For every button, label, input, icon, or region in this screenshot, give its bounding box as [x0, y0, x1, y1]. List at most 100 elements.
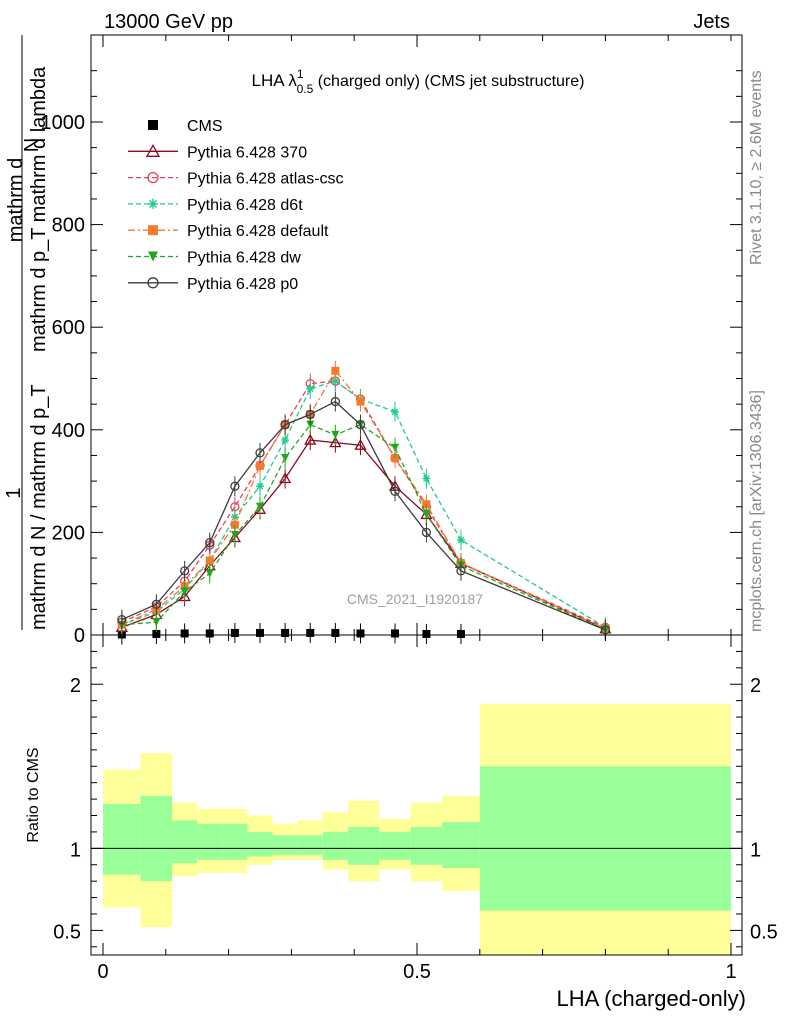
data-point: [600, 625, 611, 635]
y-label-line-2: N: [21, 138, 43, 152]
legend-label: CMS: [187, 118, 223, 135]
ratio-bands: [103, 703, 731, 955]
data-point: [305, 409, 315, 420]
data-point: [281, 436, 290, 445]
data-point: [329, 436, 342, 448]
x-tick-label: 0.5: [403, 961, 431, 983]
data-point: [256, 482, 264, 491]
plot-title: LHA λ1 0.5 (charged only) (CMS jet substr…: [252, 67, 585, 96]
data-point: [422, 474, 431, 483]
stat-uncertainty-band: [322, 831, 348, 860]
data-point: [152, 618, 161, 627]
data-point: [422, 500, 431, 509]
data-point: [422, 510, 431, 519]
data-point: [152, 629, 161, 638]
ratio-y-tick-label-left: 2: [70, 675, 81, 697]
stat-uncertainty-band: [247, 831, 273, 857]
plot-title-sub: 0.5: [297, 82, 314, 96]
legend-marker: [148, 225, 158, 236]
series-line: [121, 380, 606, 628]
data-point: [330, 396, 341, 407]
legend-label: Pythia 6.428 atlas-csc: [187, 171, 344, 188]
legend-label: Pythia 6.428 370: [187, 144, 307, 161]
plot-title-post: (charged only) (CMS jet substructure): [313, 73, 584, 90]
main-y-tick-label: 600: [52, 317, 85, 339]
series-line: [121, 369, 606, 630]
data-point: [205, 556, 214, 565]
stat-uncertainty-band: [272, 835, 298, 855]
data-point: [391, 629, 400, 638]
legend-label: Pythia 6.428 default: [187, 223, 329, 240]
data-point: [391, 443, 400, 452]
data-point: [230, 530, 239, 539]
legend-marker: [148, 120, 158, 130]
data-point: [456, 536, 465, 545]
legend-marker: [148, 251, 158, 262]
data-point: [391, 407, 400, 416]
header-right: Jets: [693, 11, 730, 33]
data-point: [456, 629, 465, 638]
main-y-tick-label: 400: [52, 420, 85, 442]
data-point: [304, 433, 317, 445]
side-label-rivet: Rivet 3.1.10, ≥ 2.6M events: [748, 70, 765, 265]
legend-item: Pythia 6.428 dw: [128, 250, 301, 267]
legend-marker: [145, 143, 161, 157]
stat-uncertainty-band: [197, 823, 223, 860]
stat-uncertainty-band: [442, 822, 480, 869]
stat-uncertainty-band: [410, 827, 443, 865]
stat-uncertainty-band: [140, 795, 173, 882]
data-point: [422, 629, 431, 638]
side-label-mcplots: mcplots.cern.ch [arXiv:1306.3436]: [748, 390, 765, 632]
plot-title-sup: 1: [297, 67, 304, 81]
data-point: [280, 420, 290, 430]
data-point: [180, 629, 189, 638]
series-pythia-6-428-p0: [117, 391, 611, 640]
stat-uncertainty-band: [347, 827, 380, 865]
data-point: [256, 628, 264, 637]
legend-marker: [147, 277, 159, 289]
data-point: [180, 587, 189, 596]
y-label-top: 1: [3, 487, 25, 498]
x-tick-label: 1: [725, 961, 736, 983]
legend-item: Pythia 6.428 d6t: [128, 197, 303, 214]
stat-uncertainty-band: [379, 831, 411, 860]
data-point: [456, 566, 466, 576]
legend-marker: [147, 171, 159, 184]
legend-label: Pythia 6.428 p0: [187, 276, 298, 293]
data-point: [356, 629, 365, 638]
data-point: [255, 448, 265, 458]
ratio-y-tick-label-right: 0.5: [750, 921, 778, 943]
data-point: [205, 569, 214, 578]
series-line: [121, 439, 606, 630]
y-label-line-3: mathrm d p_T mathrm d lambda: [28, 66, 50, 352]
legend-item: Pythia 6.428 370: [128, 143, 307, 161]
y-label-line-1: mathrm d: [5, 158, 27, 242]
data-point: [331, 430, 340, 439]
main-y-tick-label: 800: [52, 215, 85, 237]
data-point: [256, 461, 264, 470]
legend: CMS Pythia 6.428 370 Pythia 6.428 atlas-cs…: [128, 118, 344, 293]
ratio-y-tick-label-left: 0.5: [53, 921, 81, 943]
legend-label: Pythia 6.428 d6t: [187, 197, 303, 214]
data-point: [390, 486, 400, 497]
stat-uncertainty-band: [103, 804, 141, 875]
data-point: [281, 628, 290, 637]
data-point: [306, 384, 315, 393]
ratio-x-axis: 0 0.5 1: [97, 635, 737, 983]
data-point: [151, 599, 162, 609]
stat-uncertainty-band: [222, 823, 248, 860]
plot-title-pre: LHA λ: [252, 71, 298, 90]
main-plot: 0 200 400 600 800 1000 LHA λ1 0.5 (charged onl…: [41, 34, 743, 647]
ratio-plot: 0.5 0.5 1 1 2 2 0 0.5 1 Ratio to CMS LHA (charg…: [25, 634, 778, 1011]
data-point: [279, 472, 292, 484]
ratio-y-tick-label-right: 2: [750, 675, 761, 697]
y-label-line-4: mathrm d N / mathrm d p_T: [28, 384, 50, 630]
data-point: [306, 420, 315, 429]
data-point: [205, 629, 214, 638]
x-axis-label: LHA (charged-only): [556, 986, 746, 1011]
ratio-y-tick-label-left: 1: [70, 839, 81, 861]
ratio-y-label: Ratio to CMS: [25, 747, 42, 842]
stat-uncertainty-band: [479, 766, 731, 911]
header-left: 13000 GeV pp: [104, 11, 233, 33]
data-point: [421, 527, 432, 538]
